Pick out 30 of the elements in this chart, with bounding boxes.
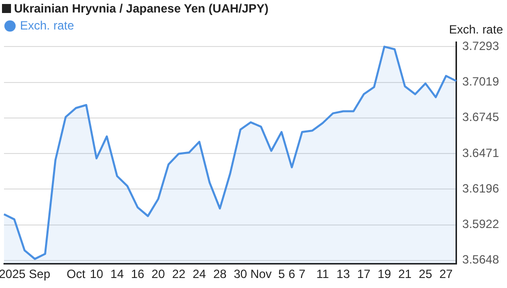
x-tick-label: 24 (192, 267, 206, 282)
x-tick-label: 10 (90, 267, 104, 282)
x-tick-label: 14 (110, 267, 124, 282)
x-tick-label: 16 (130, 267, 145, 282)
legend-label: Exch. rate (20, 18, 74, 32)
x-tick-label: 19 (378, 267, 392, 282)
x-tick-label: Nov (250, 267, 272, 282)
x-tick-label: Oct (66, 267, 86, 282)
y-tick-label: 3.5648 (462, 252, 500, 267)
y-tick-label: 3.6196 (462, 181, 500, 196)
y-tick-label: 3.7293 (462, 38, 500, 53)
x-tick-label: 6 (288, 267, 296, 282)
x-tick-label: 25 (418, 267, 432, 282)
x-tick-label: 20 (152, 267, 166, 282)
chart-title: Ukrainian Hryvnia / Japanese Yen (UAH/JPY) (14, 1, 269, 16)
x-tick-label: 22 (172, 267, 186, 282)
y-tick-label: 3.6471 (462, 146, 500, 160)
x-tick-label: 11 (316, 267, 330, 282)
x-tick-label: 28 (213, 267, 227, 282)
x-tick-label: 21 (398, 267, 412, 282)
y-tick-label: 3.7019 (462, 74, 500, 89)
y-tick-label: 3.5922 (462, 217, 500, 232)
x-tick-label: 5 (278, 267, 286, 282)
y-axis-title: Exch. rate (448, 22, 504, 36)
x-tick-label: 13 (336, 267, 350, 282)
x-tick-label: 7 (298, 267, 306, 282)
x-tick-label: 30 (234, 267, 248, 282)
x-tick-label: 27 (439, 267, 454, 282)
x-tick-label: 17 (357, 267, 371, 282)
y-tick-label: 3.6745 (462, 110, 500, 124)
